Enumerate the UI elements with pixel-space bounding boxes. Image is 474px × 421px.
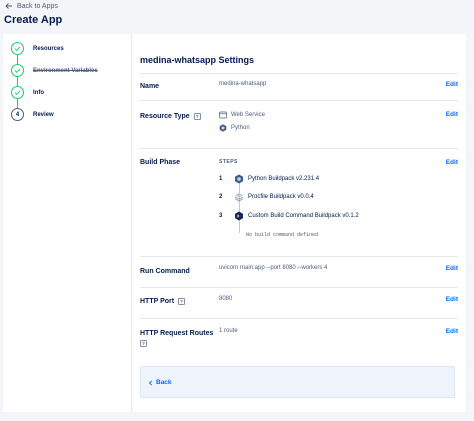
- web-service-icon: [219, 111, 227, 119]
- step-label: Info: [33, 89, 44, 96]
- steps-timeline: [239, 183, 240, 233]
- steps-header: STEPS: [219, 159, 238, 165]
- python-icon: [235, 174, 243, 184]
- step-info[interactable]: Info: [11, 86, 44, 99]
- buildpack-item: 2 Procfile Buildpack v0.0.4: [219, 192, 314, 202]
- help-icon[interactable]: ?: [193, 113, 201, 120]
- checkmark-icon: [11, 42, 24, 55]
- layers-icon: [234, 193, 244, 202]
- step-connector: [17, 77, 18, 87]
- back-to-apps-label: Back to Apps: [17, 2, 58, 10]
- no-build-command-text: No build command defined: [246, 232, 319, 238]
- http-routes-label-text: HTTP Request Routes: [140, 330, 214, 337]
- build-phase-label: Build Phase: [140, 159, 181, 166]
- step-resources[interactable]: Resources: [11, 42, 64, 55]
- step-label: Review: [33, 111, 54, 118]
- back-to-apps-link[interactable]: Back to Apps: [5, 2, 58, 10]
- buildpack-item: 1 Python Buildpack v2.231.4: [219, 174, 319, 184]
- step-connector: [17, 55, 18, 65]
- edit-http-routes-link[interactable]: Edit: [445, 328, 458, 335]
- step-environment-variables[interactable]: Environment Variables: [11, 64, 98, 77]
- checkmark-icon: [11, 86, 24, 99]
- page-title: Create App: [4, 14, 63, 26]
- resource-type-row: Resource Type ? Web Service Python Edit: [140, 100, 458, 141]
- run-command-value: uvicorn main:app --port 8080 --workers 4: [219, 265, 328, 271]
- edit-http-port-link[interactable]: Edit: [445, 296, 458, 303]
- terminal-icon: [235, 211, 243, 221]
- build-steps: STEPS 1 Python Buildpack v2.231.4 2 Proc…: [219, 159, 419, 255]
- build-phase-row: Build Phase STEPS 1 Python Buildpack v2.…: [140, 148, 458, 255]
- name-label: Name: [140, 83, 160, 90]
- python-icon: [219, 124, 227, 132]
- footer-panel: Back: [140, 366, 455, 398]
- web-service-label: Web Service: [231, 112, 265, 118]
- resource-type-label: Resource Type ?: [140, 113, 201, 120]
- buildpack-number: 3: [219, 213, 223, 219]
- settings-title: medina-whatsapp Settings: [140, 55, 255, 65]
- back-button[interactable]: Back: [148, 379, 172, 386]
- resource-type-label-text: Resource Type: [140, 113, 190, 120]
- python-item: Python: [219, 124, 265, 132]
- back-button-label: Back: [156, 379, 172, 386]
- python-label: Python: [231, 125, 250, 131]
- wizard-stepper: Resources Environment Variables Info 4 R…: [3, 34, 132, 412]
- top-bar: Back to Apps Create App: [0, 0, 474, 34]
- chevron-left-icon: [148, 379, 153, 386]
- http-port-value: 8080: [219, 296, 233, 302]
- checkmark-icon: [11, 64, 24, 77]
- step-label: Resources: [33, 45, 64, 52]
- name-row: Name medina-whatsapp Edit: [140, 73, 458, 99]
- http-port-row: HTTP Port ? 8080 Edit: [140, 287, 458, 318]
- edit-run-command-link[interactable]: Edit: [445, 265, 458, 272]
- settings-panel: medina-whatsapp Settings Name medina-wha…: [132, 34, 466, 412]
- step-connector: [17, 99, 18, 108]
- buildpack-item: 3 Custom Build Command Buildpack v0.1.2: [219, 211, 359, 221]
- buildpack-number: 1: [219, 176, 223, 182]
- run-command-row: Run Command uvicorn main:app --port 8080…: [140, 256, 458, 287]
- help-icon[interactable]: ?: [140, 340, 147, 347]
- arrow-left-icon: [5, 3, 12, 9]
- http-routes-label: HTTP Request Routes ?: [140, 330, 213, 347]
- http-routes-value: 1 route: [219, 328, 238, 334]
- buildpack-number: 2: [219, 194, 223, 200]
- edit-name-link[interactable]: Edit: [445, 81, 458, 88]
- help-icon[interactable]: ?: [178, 298, 186, 305]
- edit-build-phase-link[interactable]: Edit: [445, 159, 458, 166]
- edit-resource-type-link[interactable]: Edit: [445, 111, 458, 118]
- http-port-label: HTTP Port ?: [140, 298, 186, 305]
- name-value: medina-whatsapp: [219, 81, 267, 87]
- step-number-badge: 4: [11, 108, 24, 121]
- buildpack-name: Custom Build Command Buildpack v0.1.2: [248, 213, 359, 219]
- buildpack-name: Python Buildpack v2.231.4: [248, 176, 320, 182]
- http-port-label-text: HTTP Port: [140, 298, 175, 305]
- run-command-label: Run Command: [140, 268, 190, 275]
- step-label: Environment Variables: [33, 67, 98, 74]
- http-routes-row: HTTP Request Routes ? 1 route Edit: [140, 318, 458, 358]
- web-service-item: Web Service: [219, 111, 265, 119]
- resource-type-values: Web Service Python: [219, 111, 265, 137]
- buildpack-name: Procfile Buildpack v0.0.4: [248, 194, 314, 200]
- step-review[interactable]: 4 Review: [11, 108, 54, 121]
